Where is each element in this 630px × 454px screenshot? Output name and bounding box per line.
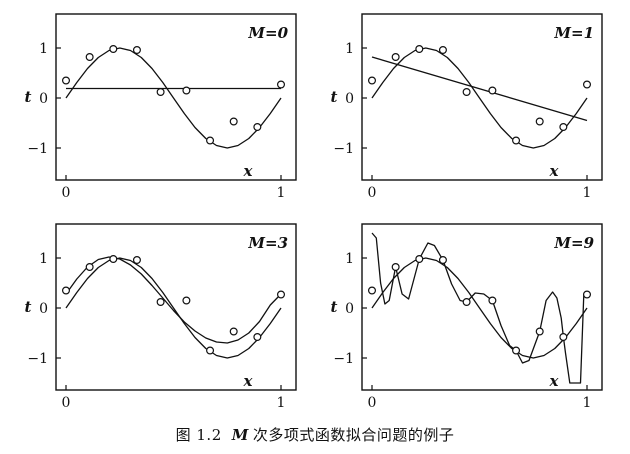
- panel-2-xlabel: x: [549, 162, 560, 180]
- figure-caption: 图 1.2 M 次多项式函数拟合问题的例子: [0, 424, 630, 445]
- panel-2-order-label: M=1: [553, 24, 594, 42]
- panel-4-ytick-label: 1: [345, 251, 354, 267]
- panel-4-data-point: [512, 346, 521, 355]
- panel-2-target-curve: [371, 47, 588, 149]
- panel-1-order-label: M=0: [247, 24, 288, 42]
- panel-3-frame: [55, 223, 297, 391]
- panel-3-xtick-label: 1: [277, 395, 286, 411]
- panel-1-data-point: [85, 52, 94, 61]
- panel-3-ytick-label: 1: [39, 251, 48, 267]
- panel-2-ylabel: t: [331, 88, 338, 106]
- panel-4-data-point: [559, 333, 568, 342]
- panel-2-data-point: [368, 76, 377, 85]
- panel-3-data-point: [109, 255, 118, 264]
- panel-3-data-point: [132, 256, 141, 265]
- panel-1-data-point: [229, 117, 238, 126]
- panel-3-ylabel: t: [25, 298, 32, 316]
- panel-3-data-point: [182, 296, 191, 305]
- panel-3-ytick-label: −1: [27, 351, 48, 367]
- panel-3-data-point: [85, 263, 94, 272]
- panel-1-data-point: [109, 44, 118, 53]
- panel-3-data-point: [229, 327, 238, 336]
- panel-3-data-point: [206, 346, 215, 355]
- panel-1-ytick-label: −1: [27, 141, 48, 157]
- panel-2-data-point: [462, 87, 471, 96]
- panel-4-data-point: [368, 286, 377, 295]
- panel-1-ylabel: t: [25, 88, 32, 106]
- panel-3-fit-curve: [65, 256, 282, 344]
- panel-3-data-point: [61, 286, 70, 295]
- panel-2-frame: [361, 13, 603, 181]
- panel-4-ylabel: t: [331, 298, 338, 316]
- panel-2-xtick-label: 0: [368, 185, 377, 201]
- panel-3-data-point: [253, 333, 262, 342]
- panel-2-data-point: [582, 80, 591, 89]
- panel-2-data-point: [535, 117, 544, 126]
- panel-1-data-point: [61, 76, 70, 85]
- panel-4-xtick-label: 1: [583, 395, 592, 411]
- panel-1-xtick-label: 1: [277, 185, 286, 201]
- panel-1-ytick-label: 1: [39, 41, 48, 57]
- panel-4-data-point: [488, 296, 497, 305]
- panel-1-xlabel: x: [243, 162, 254, 180]
- panel-4-ytick-label: 0: [345, 301, 354, 317]
- panel-3-data-point: [156, 298, 165, 307]
- panel-1-data-point: [277, 80, 286, 89]
- panel-4-ytick-label: −1: [333, 351, 354, 367]
- panel-2-ytick-label: −1: [333, 141, 354, 157]
- panel-4: 1 0 −1 0 1 x t M=9: [331, 223, 603, 411]
- caption-figure-number: 图 1.2: [175, 426, 222, 444]
- panel-3-xlabel: x: [243, 372, 254, 390]
- panel-4-xtick-label: 0: [368, 395, 377, 411]
- panel-4-data-point: [462, 298, 471, 307]
- panel-4-data-point: [535, 327, 544, 336]
- panel-1-xtick-label: 0: [62, 185, 71, 201]
- panel-2-data-point: [488, 86, 497, 95]
- panel-4-data-point: [582, 290, 591, 299]
- panel-1-data-point: [253, 122, 262, 131]
- panel-4-data-point: [415, 255, 424, 264]
- panel-2: 1 0 −1 0 1 x t M=1: [331, 13, 603, 201]
- panel-1: 1 0 −1 0 1 x t M=0: [25, 13, 297, 201]
- panel-3-ytick-label: 0: [39, 301, 48, 317]
- panel-4-xlabel: x: [549, 372, 560, 390]
- caption-variable: M: [231, 426, 249, 444]
- panel-1-data-point: [206, 136, 215, 145]
- panel-2-data-point: [559, 122, 568, 131]
- panel-1-target-curve: [65, 47, 282, 149]
- panel-2-fit-curve: [371, 56, 588, 122]
- panel-1-frame: [55, 13, 297, 181]
- panel-4-data-point: [438, 256, 447, 265]
- panel-4-data-point: [391, 263, 400, 272]
- panel-3-data-point: [277, 290, 286, 299]
- panel-2-xtick-label: 1: [583, 185, 592, 201]
- panel-1-data-point: [182, 86, 191, 95]
- panel-4-frame: [361, 223, 603, 391]
- panel-1-data-point: [156, 87, 165, 96]
- caption-text: 次多项式函数拟合问题的例子: [252, 426, 455, 444]
- panel-2-data-point: [438, 45, 447, 54]
- panel-1-data-point: [132, 45, 141, 54]
- panel-2-data-point: [391, 52, 400, 61]
- panel-3-xtick-label: 0: [62, 395, 71, 411]
- panel-3: 1 0 −1 0 1 x t M=3: [25, 223, 297, 411]
- panel-2-data-point: [415, 44, 424, 53]
- panel-2-ytick-label: 1: [345, 41, 354, 57]
- panel-3-order-label: M=3: [247, 234, 288, 252]
- panel-4-target-curve: [371, 257, 588, 359]
- panel-1-ytick-label: 0: [39, 91, 48, 107]
- panel-3-target-curve: [65, 257, 282, 359]
- panel-2-data-point: [512, 136, 521, 145]
- panel-2-ytick-label: 0: [345, 91, 354, 107]
- panel-4-order-label: M=9: [553, 234, 594, 252]
